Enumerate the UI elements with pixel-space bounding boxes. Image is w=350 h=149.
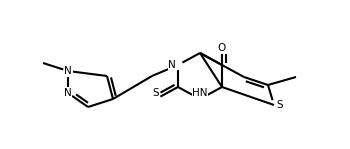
Text: O: O: [218, 43, 226, 53]
Text: S: S: [276, 100, 283, 110]
Text: N: N: [168, 60, 176, 70]
Text: HN: HN: [192, 88, 208, 98]
Text: S: S: [153, 88, 159, 98]
Text: N: N: [64, 88, 72, 98]
Text: N: N: [64, 66, 72, 76]
